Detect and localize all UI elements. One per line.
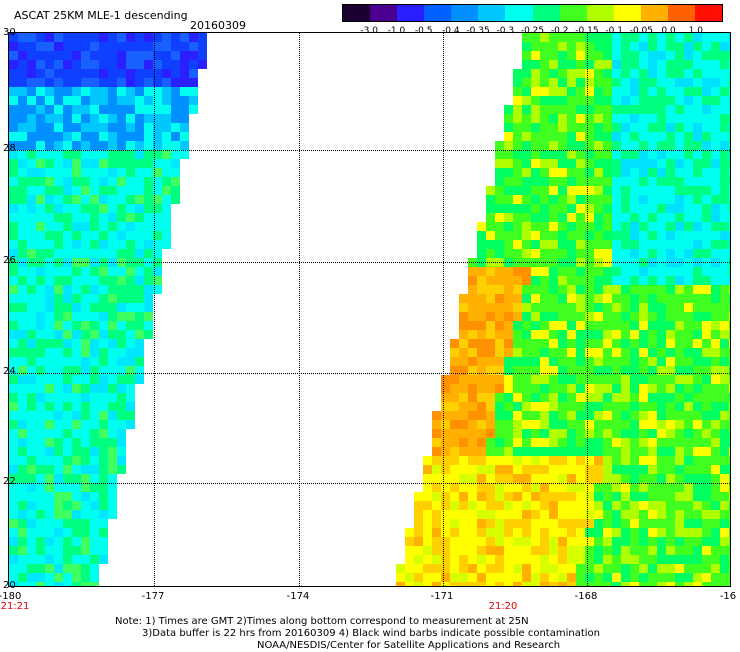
- lat-label: 20: [3, 580, 16, 591]
- colorbar-segment: [343, 5, 371, 21]
- lon-label: -177: [141, 591, 165, 602]
- product-date: 20160309: [190, 19, 246, 32]
- colorbar-segment: [532, 5, 560, 21]
- footnote-line: NOAA/NESDIS/Center for Satellite Applica…: [257, 640, 561, 651]
- lon-label: -16: [719, 591, 737, 602]
- colorbar-segment: [586, 5, 614, 21]
- colorbar-label: -1.0: [387, 26, 406, 36]
- colorbar-segment: [451, 5, 479, 21]
- colorbar-segment: [613, 5, 641, 21]
- lon-label: -171: [430, 591, 454, 602]
- colorbar: [342, 4, 723, 22]
- colorbar-label: 0.0: [661, 26, 676, 36]
- lat-label: 24: [3, 366, 16, 377]
- colorbar-segment: [424, 5, 452, 21]
- lon-label: -174: [286, 591, 310, 602]
- footnote: Note: 1) Times are GMT 2)Times along bot…: [115, 616, 600, 652]
- colorbar-label: -0.4: [442, 26, 460, 36]
- gridline-lon: [299, 33, 300, 586]
- gridline-lat: [9, 150, 730, 151]
- footnote-line: 3)Data buffer is 22 hrs from 20160309 4)…: [142, 628, 600, 639]
- colorbar-segment: [505, 5, 533, 21]
- gridline-lon: [154, 33, 155, 586]
- colorbar-label: -0.05: [629, 26, 653, 36]
- lat-label: 30: [3, 27, 16, 38]
- map-plot: [8, 32, 731, 587]
- lon-label: -168: [574, 591, 598, 602]
- colorbar-label: -0.2: [550, 26, 569, 36]
- gridline-lon: [443, 33, 444, 586]
- gridline-lat: [9, 373, 730, 374]
- colorbar-label: -0.15: [575, 26, 599, 36]
- wind-swath-image: [9, 33, 730, 586]
- colorbar-segment: [667, 5, 696, 21]
- colorbar-segment: [478, 5, 506, 21]
- gridline-lat: [9, 262, 730, 263]
- colorbar-label: -0.1: [605, 26, 623, 36]
- footnote-line: Note: 1) Times are GMT 2)Times along bot…: [115, 616, 529, 627]
- colorbar-label: -3.0: [360, 26, 378, 36]
- colorbar-label: -0.5: [414, 26, 433, 36]
- lat-label: 26: [3, 255, 16, 266]
- colorbar-label: -0.35: [466, 26, 490, 36]
- lat-label: 22: [3, 476, 16, 487]
- time-label: 21:20: [488, 601, 518, 612]
- colorbar-label: -0.25: [520, 26, 545, 36]
- time-label: 21:21: [0, 601, 30, 612]
- colorbar-segment: [695, 5, 723, 21]
- lat-label: 28: [3, 143, 16, 154]
- gridline-lon: [587, 33, 588, 586]
- product-title: ASCAT 25KM MLE-1 descending: [14, 9, 188, 22]
- gridline-lat: [9, 483, 730, 484]
- colorbar-label: -0.3: [496, 26, 515, 36]
- lon-label: -180: [0, 591, 22, 602]
- colorbar-segment: [640, 5, 668, 21]
- colorbar-label: 1.0: [688, 26, 703, 36]
- colorbar-segment: [370, 5, 398, 21]
- colorbar-segment: [397, 5, 425, 21]
- colorbar-segment: [559, 5, 587, 21]
